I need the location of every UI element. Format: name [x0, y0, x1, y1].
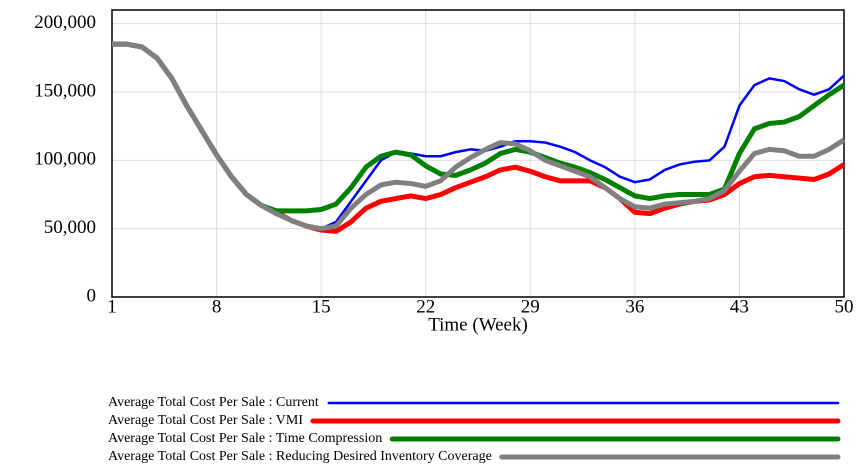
legend-label: Average Total Cost Per Sale : Reducing D… — [108, 449, 492, 464]
legend-label: Average Total Cost Per Sale : Time Compr… — [108, 431, 382, 446]
y-tick-label: 50,000 — [44, 217, 96, 238]
x-tick-label: 36 — [625, 296, 644, 317]
y-tick-label: 0 — [87, 285, 97, 306]
legend-label: Average Total Cost Per Sale : Current — [108, 395, 319, 410]
series-line — [112, 42, 845, 230]
x-tick-label: 29 — [521, 296, 540, 317]
x-tick-label: 1 — [107, 296, 117, 317]
x-tick-label: 22 — [416, 296, 435, 317]
plot-frame — [111, 9, 845, 298]
y-tick-label: 200,000 — [34, 12, 96, 33]
x-tick-label: 15 — [312, 296, 331, 317]
legend-label: Average Total Cost Per Sale : VMI — [108, 413, 303, 428]
series-line — [112, 41, 846, 232]
x-tick-label: 43 — [730, 296, 749, 317]
x-tick-label: 50 — [835, 296, 854, 317]
series-line — [112, 41, 846, 234]
y-tick-label: 150,000 — [34, 80, 96, 101]
y-tick-label: 100,000 — [34, 149, 96, 170]
x-axis-label: Time (Week) — [428, 314, 528, 335]
x-tick-label: 8 — [212, 296, 222, 317]
